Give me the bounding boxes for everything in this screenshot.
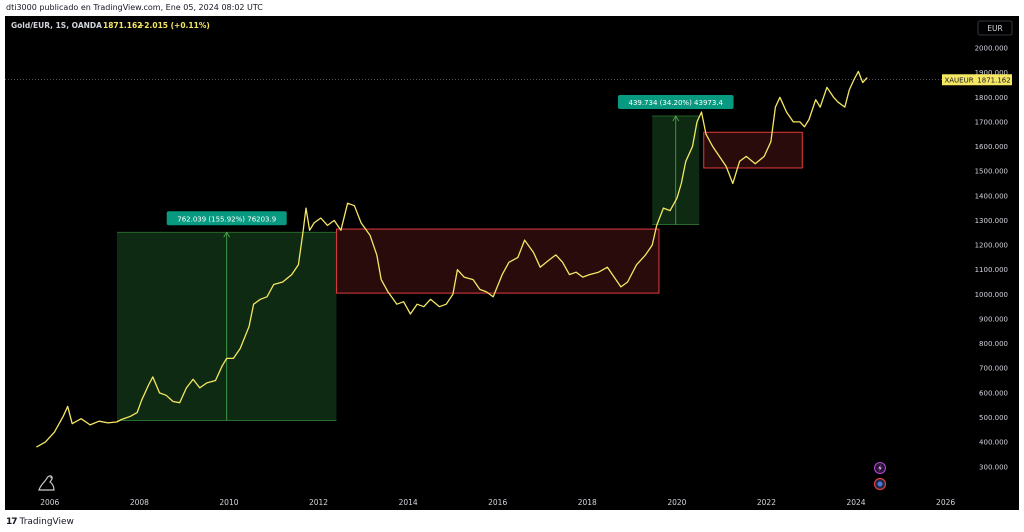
- x-tick-label: 2010: [219, 498, 238, 507]
- gold-eur-series-line[interactable]: [36, 70, 868, 448]
- price-axis[interactable]: 300.000 400.000 500.000 600.000 700.000 800.0…: [975, 45, 1008, 472]
- price-tag-ticker: XAUEUR: [944, 76, 973, 84]
- y-tick-label: 1200.000: [975, 242, 1008, 250]
- x-tick-label: 2024: [846, 498, 865, 507]
- range-box-layer: [335, 131, 803, 294]
- y-tick-label: 600.000: [979, 389, 1008, 397]
- tradingview-mark-icon: 17: [6, 517, 17, 527]
- currency-button[interactable]: EUR: [977, 20, 1013, 36]
- price-tag-value: 1871.162: [977, 76, 1010, 84]
- time-axis[interactable]: 2006 2008 2010 2012 2014 2016 2018 2020 2022 2024…: [40, 498, 955, 507]
- footer: 17 TradingView: [0, 510, 1024, 532]
- x-tick-label: 2014: [399, 498, 418, 507]
- tradingview-brand: TradingView: [19, 517, 74, 527]
- measure-label-bg-0: [166, 211, 287, 226]
- y-tick-label: 1900.000: [975, 69, 1008, 77]
- lightning-icon[interactable]: [874, 462, 886, 474]
- measure-layer: [116, 115, 700, 421]
- x-tick-label: 2016: [488, 498, 507, 507]
- y-tick-label: 1500.000: [975, 168, 1008, 176]
- y-tick-label: 1300.000: [975, 217, 1008, 225]
- tradingview-logo[interactable]: 17 TradingView: [6, 517, 74, 527]
- last-price-tag: XAUEUR 1871.162: [942, 74, 1012, 86]
- x-tick-label: 2018: [578, 498, 597, 507]
- y-tick-label: 1100.000: [975, 266, 1008, 274]
- y-tick-label: 500.000: [979, 414, 1008, 422]
- y-tick-label: 700.000: [979, 365, 1008, 373]
- currency-button-label: EUR: [987, 24, 1002, 33]
- y-tick-label: 1700.000: [975, 118, 1008, 126]
- price-chart[interactable]: 762.039 (155.92%) 76203.9 439.734 (34.20%…: [5, 16, 1019, 510]
- measure-arrow-head-1: [672, 115, 680, 122]
- legend-last-price: 1871.162: [103, 21, 142, 30]
- y-tick-label: 1800.000: [975, 94, 1008, 102]
- x-tick-label: 2026: [936, 498, 955, 507]
- x-tick-label: 2008: [130, 498, 149, 507]
- y-tick-label: 900.000: [979, 315, 1008, 323]
- measure-labels: 762.039 (155.92%) 76203.9 439.734 (34.20%…: [166, 95, 734, 226]
- legend-change: +2.015 (+0.11%): [138, 21, 210, 30]
- x-tick-label: 2012: [309, 498, 328, 507]
- calendar-event-icon[interactable]: [873, 477, 887, 491]
- y-tick-label: 1600.000: [975, 143, 1008, 151]
- y-tick-label: 300.000: [979, 463, 1008, 471]
- chart-panel[interactable]: 762.039 (155.92%) 76203.9 439.734 (34.20%…: [5, 16, 1019, 510]
- measure-label-1: 439.734 (34.20%) 43973.4: [628, 99, 723, 107]
- measure-label-bg-1: [617, 95, 734, 110]
- publisher-header: dti3000 publicado en TradingView.com, En…: [0, 0, 1024, 16]
- range-box-2[interactable]: [335, 228, 660, 294]
- x-tick-label: 2020: [667, 498, 686, 507]
- y-tick-label: 800.000: [979, 340, 1008, 348]
- measure-label-0: 762.039 (155.92%) 76203.9: [177, 215, 276, 223]
- publisher-line: dti3000 publicado en TradingView.com, En…: [6, 3, 263, 12]
- x-tick-label: 2006: [40, 498, 59, 507]
- y-tick-label: 400.000: [979, 439, 1008, 447]
- dino-icon[interactable]: [38, 475, 55, 491]
- y-tick-label: 2000.000: [975, 45, 1008, 53]
- y-tick-label: 1400.000: [975, 192, 1008, 200]
- measure-arrow-head-0: [223, 231, 231, 238]
- x-tick-label: 2022: [757, 498, 776, 507]
- y-tick-label: 1000.000: [975, 291, 1008, 299]
- legend-symbol: Gold/EUR, 1S, OANDA: [11, 21, 102, 30]
